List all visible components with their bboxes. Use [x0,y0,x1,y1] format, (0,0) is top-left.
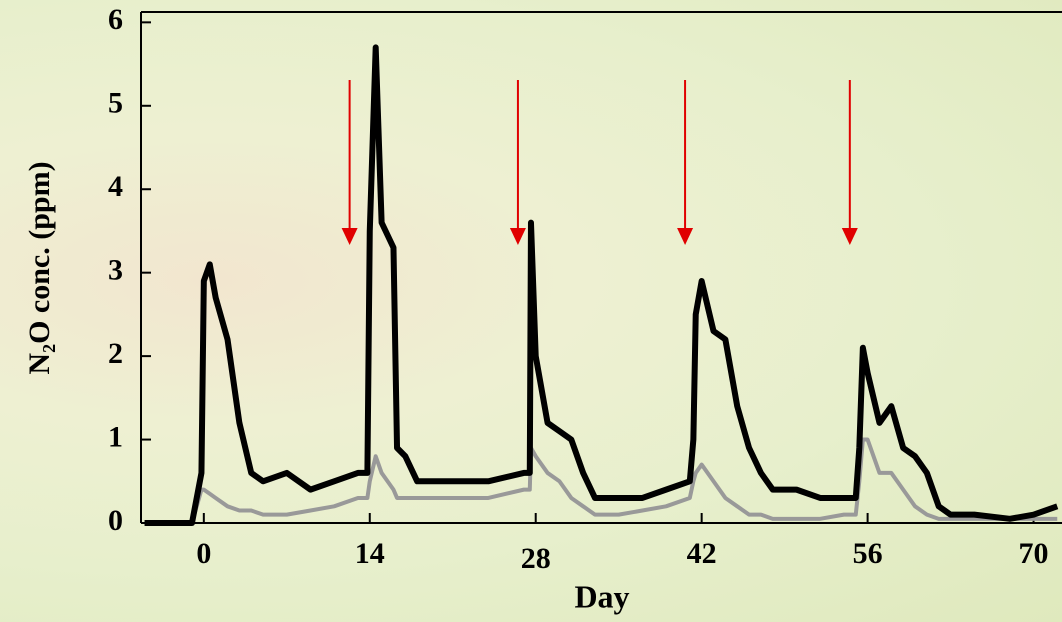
x-tick-label: 42 [687,537,717,570]
arrow-head [841,228,858,245]
red-arrow [509,80,526,245]
y-tick-label: 0 [108,504,123,537]
y-tick-label: 5 [108,87,123,120]
data-line [144,44,1059,526]
y-tick-label: 6 [108,3,123,36]
x-tick-label: 28 [521,542,551,575]
red-arrow [677,80,694,245]
y-tick-label: 3 [108,254,123,287]
x-tick-label: 70 [1019,537,1049,570]
y-tick-label: 2 [108,337,123,370]
y-tick-label: 4 [108,170,123,203]
red-arrow [841,80,858,245]
x-tick-label: 14 [355,537,385,570]
arrow-head [509,228,526,245]
x-tick-label: 0 [196,537,211,570]
arrow-head [341,228,358,245]
data-line [144,437,1058,525]
y-axis-title: N₂O conc. (ppm) [23,161,56,374]
x-tick-label: 56 [853,537,883,570]
y-tick-label: 1 [108,420,123,453]
arrow-head [677,228,694,245]
x-axis-title: Day [574,578,629,614]
red-arrow [341,80,358,245]
